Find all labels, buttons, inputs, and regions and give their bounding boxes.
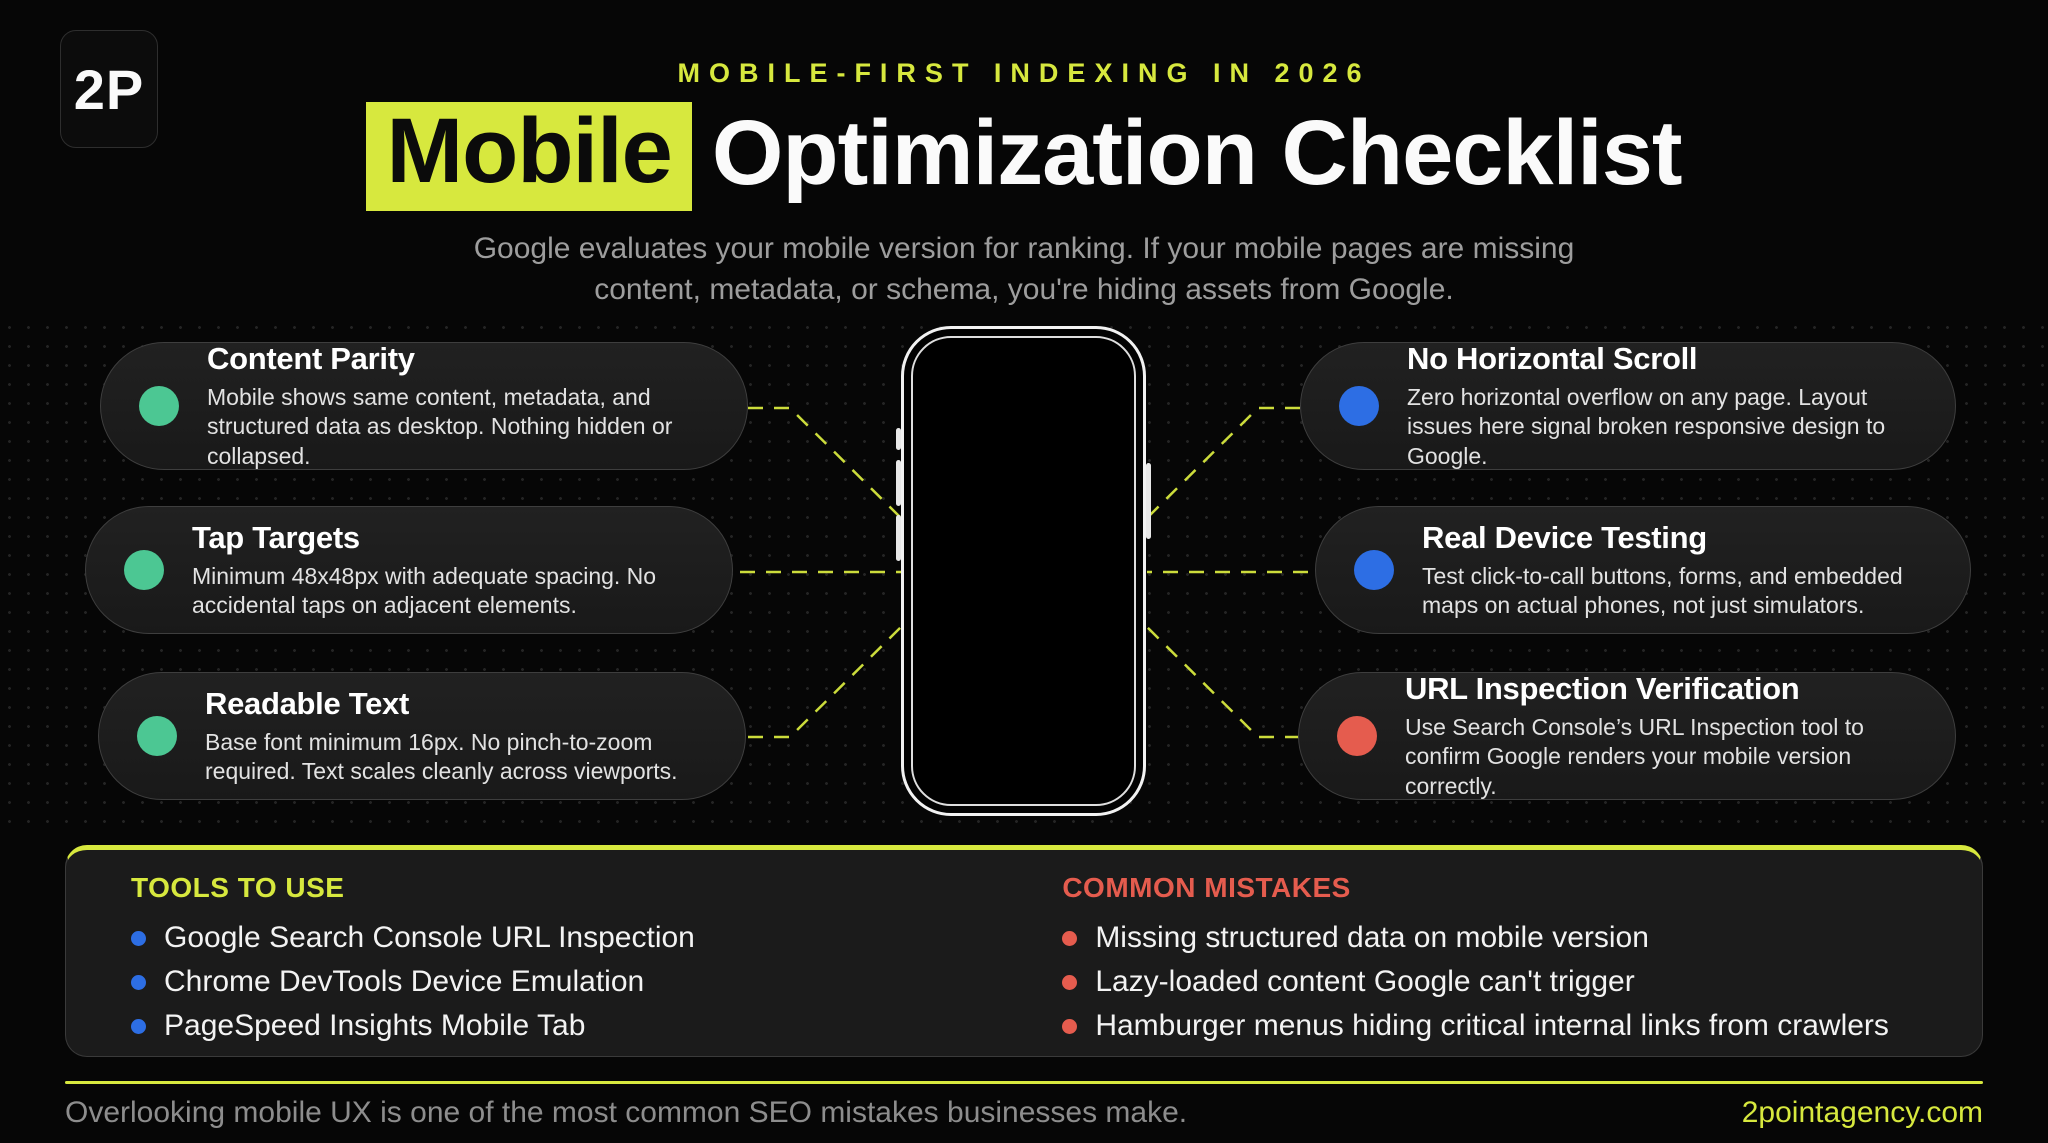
summary-panel: TOOLS TO USE Google Search Console URL I… bbox=[65, 845, 1983, 1057]
list-item: Hamburger menus hiding critical internal… bbox=[1062, 1004, 1922, 1048]
card-description: Base font minimum 16px. No pinch-to-zoom… bbox=[205, 728, 678, 784]
list-item-label: Lazy-loaded content Google can't trigger bbox=[1095, 965, 1635, 998]
subtitle: Google evaluates your mobile version for… bbox=[0, 228, 2048, 310]
card-description: Zero horizontal overflow on any page. La… bbox=[1407, 383, 1886, 469]
tools-section: TOOLS TO USE Google Search Console URL I… bbox=[131, 872, 1062, 1056]
bullet-dot bbox=[1062, 930, 1078, 946]
subtitle-line-2: content, metadata, or schema, you're hid… bbox=[594, 273, 1454, 306]
card-description: Test click-to-call buttons, forms, and e… bbox=[1422, 562, 1903, 618]
card-title: No Horizontal Scroll bbox=[1407, 340, 1698, 376]
mistakes-section: COMMON MISTAKES Missing structured data … bbox=[1062, 872, 1922, 1056]
card-description: Use Search Console’s URL Inspection tool… bbox=[1405, 713, 1864, 799]
bullet-dot bbox=[1062, 1018, 1078, 1034]
phone-illustration bbox=[896, 326, 1151, 816]
list-item: Chrome DevTools Device Emulation bbox=[131, 960, 1062, 1004]
footer-note: Overlooking mobile UX is one of the most… bbox=[65, 1096, 1188, 1129]
phone-power-button bbox=[1146, 463, 1151, 539]
status-dot bbox=[1337, 716, 1377, 756]
status-dot bbox=[139, 386, 179, 426]
page-title: Mobile Optimization Checklist bbox=[0, 101, 2048, 212]
phone-volume-down-button bbox=[896, 515, 901, 561]
kicker-text: MOBILE-FIRST INDEXING IN 2026 bbox=[677, 58, 1371, 88]
list-item: Missing structured data on mobile versio… bbox=[1062, 916, 1922, 960]
card-title: Tap Targets bbox=[192, 519, 360, 555]
list-item-label: PageSpeed Insights Mobile Tab bbox=[164, 1009, 586, 1042]
checklist-card-readable-text: Readable Text Base font minimum 16px. No… bbox=[98, 672, 746, 800]
checklist-card-url-inspection: URL Inspection Verification Use Search C… bbox=[1298, 670, 1956, 800]
status-dot bbox=[1354, 550, 1394, 590]
footer-divider bbox=[65, 1081, 1983, 1084]
status-dot bbox=[124, 550, 164, 590]
bullet-dot bbox=[131, 930, 146, 946]
bullet-dot bbox=[131, 1018, 146, 1034]
card-title: URL Inspection Verification bbox=[1405, 670, 1800, 706]
tools-list: Google Search Console URL Inspection Chr… bbox=[131, 916, 1062, 1048]
card-title: Readable Text bbox=[205, 685, 409, 721]
status-dot bbox=[137, 716, 177, 756]
checklist-card-tap-targets: Tap Targets Minimum 48x48px with adequat… bbox=[85, 506, 733, 634]
status-dot bbox=[1339, 386, 1379, 426]
list-item-label: Missing structured data on mobile versio… bbox=[1095, 921, 1649, 954]
mistakes-list: Missing structured data on mobile versio… bbox=[1062, 916, 1922, 1048]
checklist-card-real-device-testing: Real Device Testing Test click-to-call b… bbox=[1315, 506, 1971, 634]
card-description: Minimum 48x48px with adequate spacing. N… bbox=[192, 562, 657, 618]
brand-logo-text: 2P bbox=[73, 57, 145, 121]
card-description: Mobile shows same content, metadata, and… bbox=[207, 383, 673, 469]
page-title-rest: Optimization Checklist bbox=[711, 102, 1683, 204]
card-title: Content Parity bbox=[207, 340, 415, 376]
footer: Overlooking mobile UX is one of the most… bbox=[65, 1096, 1983, 1130]
list-item-label: Hamburger menus hiding critical internal… bbox=[1095, 1009, 1889, 1042]
list-item: Google Search Console URL Inspection bbox=[131, 916, 1062, 960]
card-title: Real Device Testing bbox=[1422, 519, 1707, 555]
phone-screen bbox=[911, 336, 1136, 806]
mistakes-heading: COMMON MISTAKES bbox=[1062, 872, 1351, 903]
bullet-dot bbox=[131, 974, 146, 990]
list-item: PageSpeed Insights Mobile Tab bbox=[131, 1004, 1062, 1048]
bullet-dot bbox=[1062, 974, 1078, 990]
brand-logo: 2P bbox=[60, 30, 158, 148]
page-title-highlight: Mobile bbox=[366, 101, 692, 212]
phone-mute-button bbox=[896, 428, 901, 450]
phone-volume-up-button bbox=[896, 460, 901, 506]
subtitle-line-1: Google evaluates your mobile version for… bbox=[473, 232, 1575, 265]
checklist-card-no-horizontal-scroll: No Horizontal Scroll Zero horizontal ove… bbox=[1300, 340, 1956, 470]
list-item: Lazy-loaded content Google can't trigger bbox=[1062, 960, 1922, 1004]
footer-website-link[interactable]: 2pointagency.com bbox=[1741, 1096, 1983, 1129]
checklist-card-content-parity: Content Parity Mobile shows same content… bbox=[100, 340, 748, 470]
list-item-label: Google Search Console URL Inspection bbox=[164, 921, 695, 954]
tools-heading: TOOLS TO USE bbox=[131, 872, 345, 903]
list-item-label: Chrome DevTools Device Emulation bbox=[164, 965, 645, 998]
